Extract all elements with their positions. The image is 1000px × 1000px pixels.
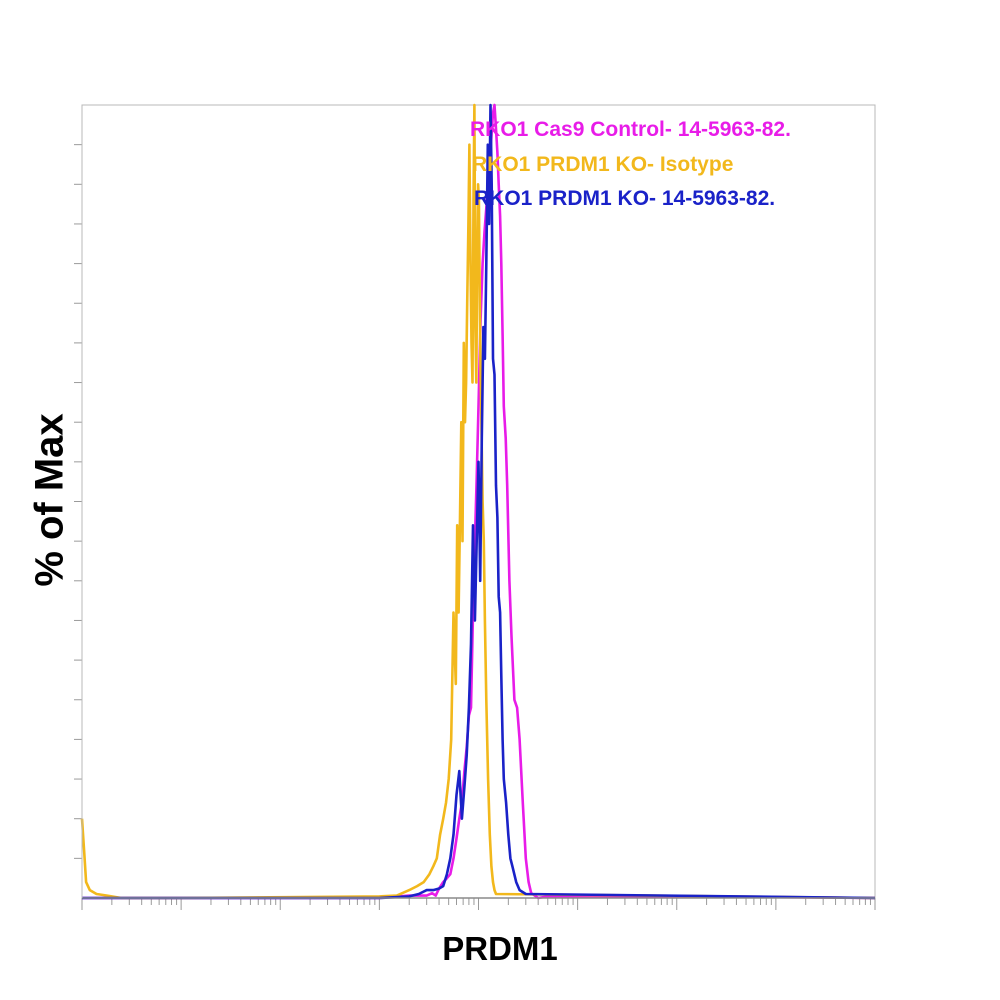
y-axis-ticks: [74, 144, 82, 859]
legend-entry-cas9-control: RKO1 Cas9 Control- 14-5963-82.: [470, 118, 791, 141]
legend-entry-ko-isotype: RKO1 PRDM1 KO- Isotype: [472, 153, 734, 176]
series-line-ko-isotype: [80, 103, 876, 900]
x-axis-ticks: [81, 898, 876, 910]
series-line-ko-antibody: [82, 103, 876, 900]
y-axis-title: % of Max: [27, 413, 72, 587]
series-layer: [80, 103, 876, 900]
legend-entry-ko-antibody: RKO1 PRDM1 KO- 14-5963-82.: [474, 187, 776, 210]
x-axis-title: PRDM1: [442, 930, 558, 967]
